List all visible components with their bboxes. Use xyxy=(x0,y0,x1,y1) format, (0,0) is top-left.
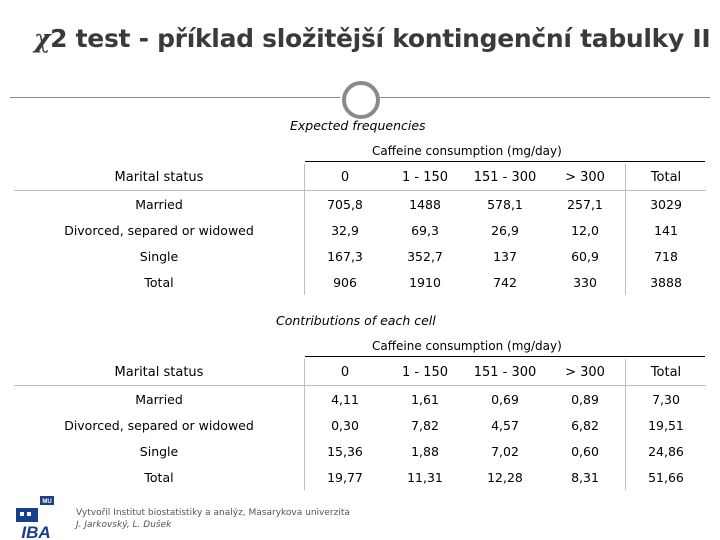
column-header: 0 xyxy=(304,359,385,386)
table-cell: 0,30 xyxy=(304,412,385,438)
footer-institute: Vytvořil Institut biostatistiky a analýz… xyxy=(76,508,350,518)
table-cell: 167,3 xyxy=(304,243,385,269)
table-cell: 1,61 xyxy=(385,385,465,412)
table-row: Single 15,36 1,88 7,02 0,60 24,86 xyxy=(14,438,706,464)
table-cell: 3029 xyxy=(625,190,706,217)
table-cell: 137 xyxy=(493,248,517,264)
table-cell: 8,31 xyxy=(545,464,626,490)
table-cell: 26,9 xyxy=(491,222,519,238)
table-cell: 0,69 xyxy=(465,385,545,412)
row-label: Single xyxy=(139,443,179,459)
table-cell: 11,31 xyxy=(407,469,443,485)
table-cell: 7,82 xyxy=(411,417,439,433)
table-cell: 4,57 xyxy=(491,417,519,433)
table-cell: 906 xyxy=(304,269,385,295)
column-header: Total xyxy=(650,364,682,380)
column-header: Marital status xyxy=(114,169,204,185)
table-cell: 12,28 xyxy=(487,469,523,485)
table-cell: 3888 xyxy=(650,274,682,290)
column-header: 151 - 300 xyxy=(473,364,537,380)
table-row: Total 19,77 11,31 12,28 8,31 51,66 xyxy=(14,464,706,490)
table-cell: 19,77 xyxy=(304,464,385,490)
slide-title: χ2 test - příklad složitější kontingenčn… xyxy=(34,24,714,53)
row-label: Married xyxy=(14,190,305,217)
table-cell: 0,60 xyxy=(545,438,626,464)
table-cell: 257,1 xyxy=(545,190,626,217)
column-header: > 300 xyxy=(545,359,626,386)
expected-caffeine-header: Caffeine consumption (mg/day) xyxy=(372,144,562,158)
table-cell: 6,82 xyxy=(545,412,626,438)
table-cell: 578,1 xyxy=(465,190,545,217)
slide-title-text: 2 test - příklad složitější kontingenční… xyxy=(50,24,711,53)
table-cell: 7,02 xyxy=(491,443,519,459)
table-cell: 141 xyxy=(654,222,678,238)
table-row: Married 4,11 1,61 0,69 0,89 7,30 xyxy=(14,385,706,412)
contributions-caffeine-header: Caffeine consumption (mg/day) xyxy=(372,339,562,353)
expected-frequencies-table: Marital status 0 1 - 150 151 - 300 > 300… xyxy=(14,164,706,295)
table-row: Divorced, separed or widowed 32,9 69,3 2… xyxy=(14,217,706,243)
table-cell: 0,89 xyxy=(545,385,626,412)
table-header-row: Marital status 0 1 - 150 151 - 300 > 300… xyxy=(14,164,706,191)
table-cell: 330 xyxy=(545,269,626,295)
table-cell: 718 xyxy=(654,248,678,264)
table-cell: 705,8 xyxy=(304,190,385,217)
table-row: Divorced, separed or widowed 0,30 7,82 4… xyxy=(14,412,706,438)
row-label: Total xyxy=(144,274,174,290)
row-label: Single xyxy=(139,248,179,264)
row-label: Divorced, separed or widowed xyxy=(64,222,254,238)
table-cell: 1488 xyxy=(385,190,465,217)
column-header: 1 - 150 xyxy=(401,364,449,380)
table-cell: 1910 xyxy=(409,274,441,290)
column-header: > 300 xyxy=(545,164,626,191)
table-cell: 19,51 xyxy=(648,417,684,433)
table-cell: 32,9 xyxy=(304,217,385,243)
column-header: 1 - 150 xyxy=(401,169,449,185)
expected-section-title: Expected frequencies xyxy=(290,118,426,133)
logo-iba-text: IBA xyxy=(21,523,50,540)
contributions-header-rule xyxy=(305,356,705,357)
table-cell: 15,36 xyxy=(304,438,385,464)
row-label: Total xyxy=(144,469,174,485)
table-cell: 12,0 xyxy=(545,217,626,243)
table-cell: 60,9 xyxy=(545,243,626,269)
expected-header-rule xyxy=(305,161,705,162)
table-header-row: Marital status 0 1 - 150 151 - 300 > 300… xyxy=(14,359,706,386)
footer-authors: J. Jarkovský, L. Dušek xyxy=(76,520,172,530)
table-cell: 24,86 xyxy=(648,443,684,459)
table-cell: 7,30 xyxy=(625,385,706,412)
column-header: 151 - 300 xyxy=(473,169,537,185)
decorative-circle xyxy=(342,81,380,119)
table-cell: 4,11 xyxy=(304,385,385,412)
title-divider-left xyxy=(10,97,340,98)
table-row: Married 705,8 1488 578,1 257,1 3029 xyxy=(14,190,706,217)
contributions-section-title: Contributions of each cell xyxy=(276,313,436,328)
row-label: Divorced, separed or widowed xyxy=(64,417,254,433)
column-header: 0 xyxy=(304,164,385,191)
table-row: Single 167,3 352,7 137 60,9 718 xyxy=(14,243,706,269)
title-divider-right xyxy=(380,97,710,98)
iba-logo: MU IBA xyxy=(14,496,60,540)
table-cell: 69,3 xyxy=(411,222,439,238)
footer: Vytvořil Institut biostatistiky a analýz… xyxy=(76,507,350,531)
table-cell: 352,7 xyxy=(407,248,443,264)
chi-symbol: χ xyxy=(34,24,51,53)
table-row: Total 906 1910 742 330 3888 xyxy=(14,269,706,295)
table-cell: 51,66 xyxy=(648,469,684,485)
column-header: Total xyxy=(650,169,682,185)
table-cell: 742 xyxy=(493,274,517,290)
logo-mu-text: MU xyxy=(42,499,51,505)
contributions-table: Marital status 0 1 - 150 151 - 300 > 300… xyxy=(14,359,706,490)
row-label: Married xyxy=(14,385,305,412)
column-header: Marital status xyxy=(114,364,204,380)
table-cell: 1,88 xyxy=(411,443,439,459)
